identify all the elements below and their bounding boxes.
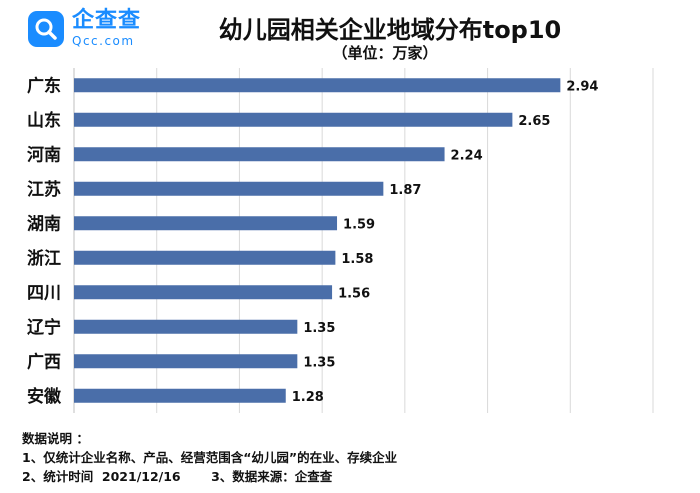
value-label: 1.56 [338,286,370,301]
category-label: 浙江 [27,248,61,269]
notes-line-2: 2、统计时间 2021/12/16 3、数据来源：企查查 [22,469,333,484]
category-label: 辽宁 [27,317,61,338]
bar [74,319,298,334]
bar [74,354,298,369]
value-label: 1.28 [292,390,324,405]
category-label: 安徽 [27,386,62,407]
logo-domain: Qcc.com [72,34,135,48]
bar [74,147,445,162]
value-label: 2.65 [518,114,550,129]
category-label: 广东 [27,75,61,96]
value-label: 2.24 [451,148,483,163]
bar [74,78,561,93]
bar [74,216,338,231]
category-label: 湖南 [27,213,61,234]
chart-title: 幼儿园相关企业地域分布top10 [218,16,562,44]
notes-line-1: 1、仅统计企业名称、产品、经营范围含“幼儿园”的在业、存续企业 [22,450,398,465]
category-label: 广西 [27,351,61,372]
bar [74,388,286,403]
value-label: 1.87 [389,183,421,198]
chart-unit: （单位：万家） [332,44,438,62]
bar [74,285,333,300]
bar [74,181,384,196]
notes-heading: 数据说明 ： [22,431,89,446]
value-label: 1.35 [303,321,335,336]
qcc-logo-icon [28,10,64,47]
value-label: 2.94 [566,79,598,94]
category-label: 江苏 [27,179,61,200]
bar [74,112,513,127]
category-label: 四川 [27,283,61,303]
logo-name: 企查查 [72,8,142,33]
value-label: 1.58 [341,252,373,267]
category-label: 河南 [27,144,61,165]
value-label: 1.59 [343,217,375,232]
qcc-logo: 企查查 Qcc.com [28,10,141,47]
category-label: 山东 [27,110,61,131]
data-notes: 数据说明 ： 1、仅统计企业名称、产品、经营范围含“幼儿园”的在业、存续企业 2… [22,429,397,486]
value-label: 1.35 [303,355,335,370]
bar [74,250,336,265]
